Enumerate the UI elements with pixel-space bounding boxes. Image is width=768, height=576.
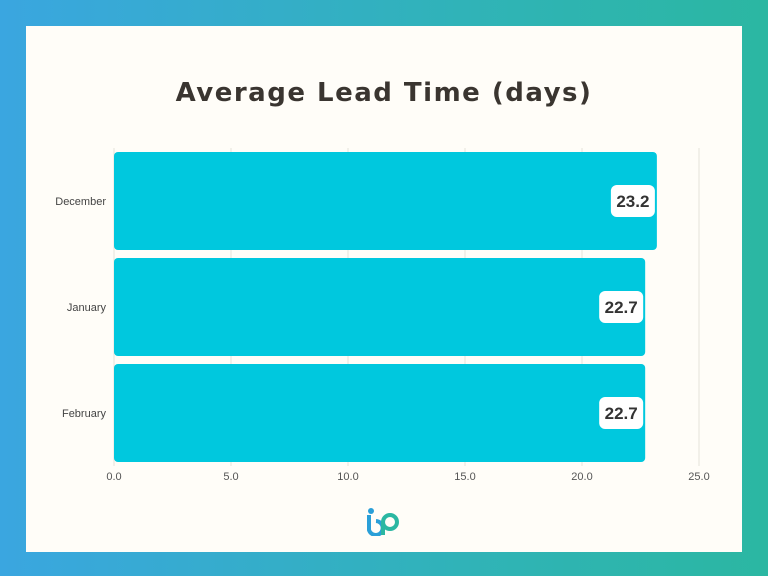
- category-labels: December January February: [55, 196, 106, 420]
- bar: [114, 364, 646, 462]
- value-label-bg: [599, 397, 644, 429]
- bp-logo-icon: [367, 508, 399, 536]
- x-tick-label: 0.0: [106, 471, 121, 483]
- category-label: February: [62, 408, 107, 420]
- value-label-bg: [599, 291, 644, 323]
- x-tick-label: 10.0: [337, 471, 358, 483]
- category-label: December: [55, 196, 106, 208]
- x-tick-label: 5.0: [223, 471, 238, 483]
- chart-title: Average Lead Time (days): [175, 78, 593, 108]
- bar: [114, 152, 657, 250]
- bars: [114, 152, 657, 462]
- bar: [114, 258, 646, 356]
- value-label: 22.7: [605, 298, 638, 317]
- value-label: 22.7: [605, 404, 638, 423]
- x-tick-label: 15.0: [454, 471, 475, 483]
- x-tick-labels: 0.0 5.0 10.0 15.0 20.0 25.0: [106, 471, 709, 483]
- x-tick-label: 25.0: [688, 471, 709, 483]
- x-tick-label: 20.0: [571, 471, 592, 483]
- value-label: 23.2: [616, 192, 649, 211]
- value-label-bg: [610, 185, 655, 217]
- category-label: January: [67, 302, 107, 314]
- value-labels: 23.2 22.7 22.7: [599, 185, 655, 429]
